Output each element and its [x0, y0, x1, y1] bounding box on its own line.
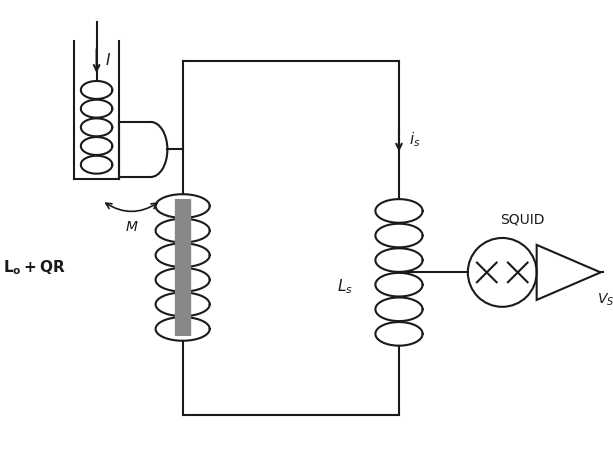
Text: V$_S$: V$_S$ — [597, 292, 613, 308]
Text: L$_s$: L$_s$ — [337, 278, 353, 297]
Text: i$_s$: i$_s$ — [409, 130, 421, 149]
Text: $\mathbf{L_o + QR}$: $\mathbf{L_o + QR}$ — [2, 258, 66, 277]
Text: I: I — [105, 53, 110, 69]
Text: SQUID: SQUID — [500, 212, 544, 226]
Text: M: M — [126, 220, 137, 234]
